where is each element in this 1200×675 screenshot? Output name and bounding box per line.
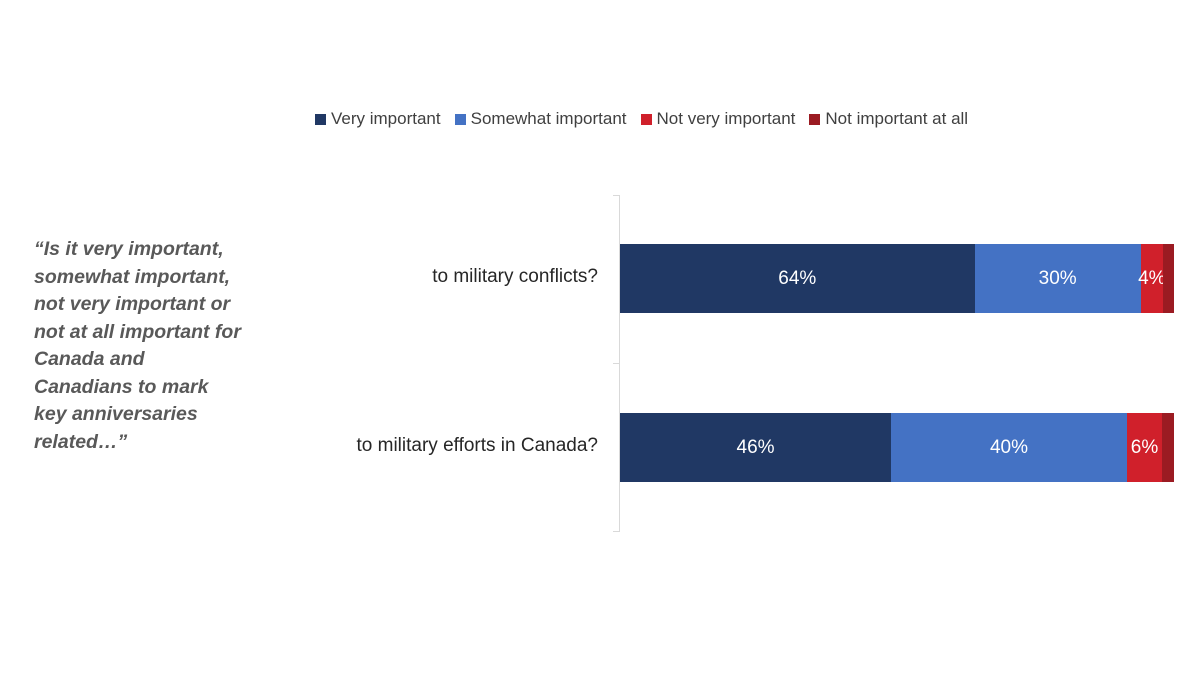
bar-segment — [1126, 413, 1163, 482]
bar-segment — [891, 413, 1127, 482]
bar-segment — [1162, 413, 1174, 482]
axis-tick — [613, 531, 619, 532]
legend-swatch — [640, 113, 652, 125]
data-label: 4% — [1138, 268, 1166, 289]
bar-segment — [1140, 244, 1163, 313]
legend-item: Very important — [315, 109, 441, 129]
legend-label: Very important — [331, 109, 441, 128]
legend-swatch — [315, 113, 326, 125]
legend-item: Somewhat important — [454, 109, 627, 129]
data-label: 46% — [736, 437, 775, 458]
legend: Very important Somewhat important Not very… — [315, 109, 968, 129]
bar-segment — [620, 413, 892, 482]
question-text: “Is it very important, somewhat importan… — [34, 238, 241, 453]
category-axis — [619, 195, 620, 532]
legend-swatch — [809, 113, 821, 125]
bar-segment — [974, 244, 1141, 313]
legend-label: Not important at all — [825, 109, 969, 128]
legend-item: Not important at all — [809, 109, 968, 129]
legend-item: Not very important — [640, 109, 796, 129]
category-label: to military efforts in Canada? — [356, 435, 599, 456]
legend-label: Somewhat important — [470, 109, 627, 128]
legend-swatch — [454, 113, 466, 125]
data-label: 6% — [1130, 437, 1159, 458]
data-label: 30% — [1038, 268, 1077, 289]
bar-segment — [1162, 244, 1174, 313]
legend-label: Not very important — [656, 109, 796, 128]
category-label: to military conflicts? — [432, 266, 598, 287]
data-label: 64% — [778, 268, 817, 289]
data-label: 40% — [989, 437, 1028, 458]
bar-segment — [620, 244, 975, 313]
axis-tick — [613, 195, 619, 196]
axis-tick — [613, 363, 619, 364]
